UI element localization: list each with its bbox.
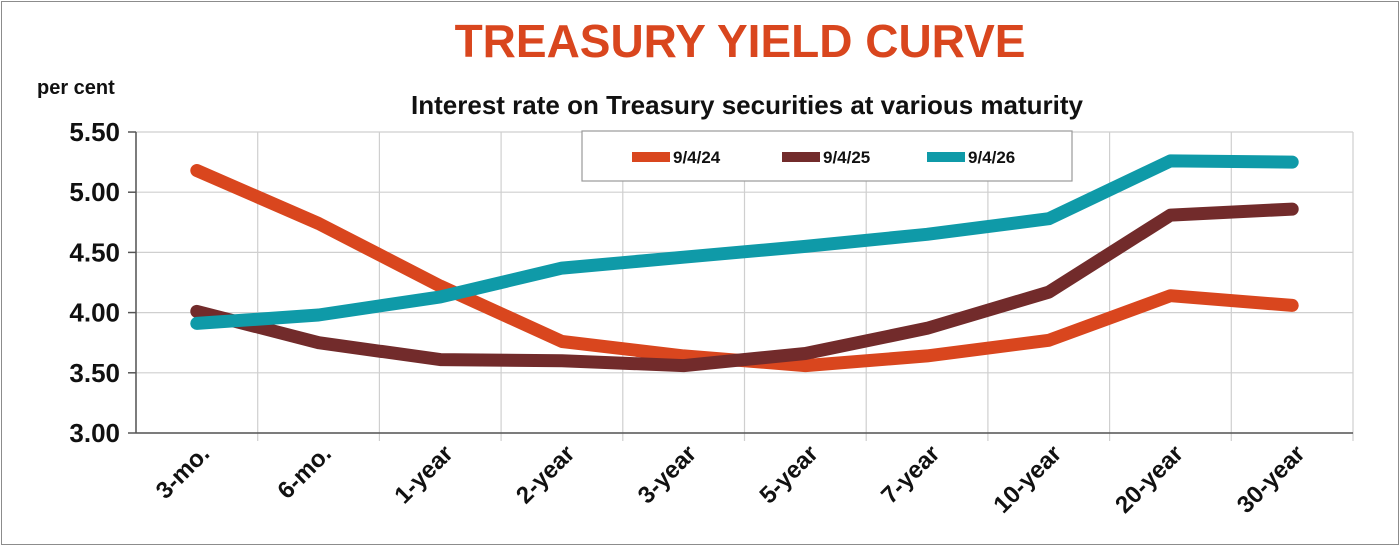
y-tick-label: 4.00 <box>69 298 120 328</box>
y-tick-label: 4.50 <box>69 237 120 267</box>
chart-subtitle: Interest rate on Treasury securities at … <box>411 90 1083 120</box>
y-tick-label: 5.50 <box>69 117 120 147</box>
legend: 9/4/24 9/4/25 9/4/26 <box>581 130 1073 182</box>
x-tick-label: 1-year <box>389 440 458 509</box>
x-tick-label: 20-year <box>1110 440 1189 519</box>
y-tick-label: 3.50 <box>69 358 120 388</box>
chart-title: TREASURY YIELD CURVE <box>455 15 1026 67</box>
series-line-9-4-25 <box>190 202 1299 373</box>
series-line-9-4-26 <box>190 154 1299 330</box>
x-tick-label: 2-year <box>511 440 580 509</box>
legend-label: 9/4/25 <box>823 148 870 167</box>
x-tick-label: 5-year <box>754 440 823 509</box>
y-tick-label: 5.00 <box>69 177 120 207</box>
x-tick-label: 7-year <box>876 440 945 509</box>
y-tick-labels: 3.00 3.50 4.00 4.50 5.00 5.50 <box>69 117 120 448</box>
axes <box>128 131 1353 434</box>
x-tick-label: 6-mo. <box>272 440 336 504</box>
x-tick-label: 10-year <box>988 440 1067 519</box>
y-tick-label: 3.00 <box>69 418 120 448</box>
x-tick-labels: 3-mo. 6-mo. 1-year 2-year 3-year 5-year 7-year… <box>151 440 1311 519</box>
y-axis-unit: per cent <box>37 77 115 99</box>
series-lines <box>190 154 1299 373</box>
x-tick-label: 30-year <box>1232 440 1311 519</box>
legend-label: 9/4/24 <box>673 148 721 167</box>
x-tick-label: 3-mo. <box>151 440 215 504</box>
x-tick-label: 3-year <box>633 440 702 509</box>
legend-label: 9/4/26 <box>968 148 1015 167</box>
